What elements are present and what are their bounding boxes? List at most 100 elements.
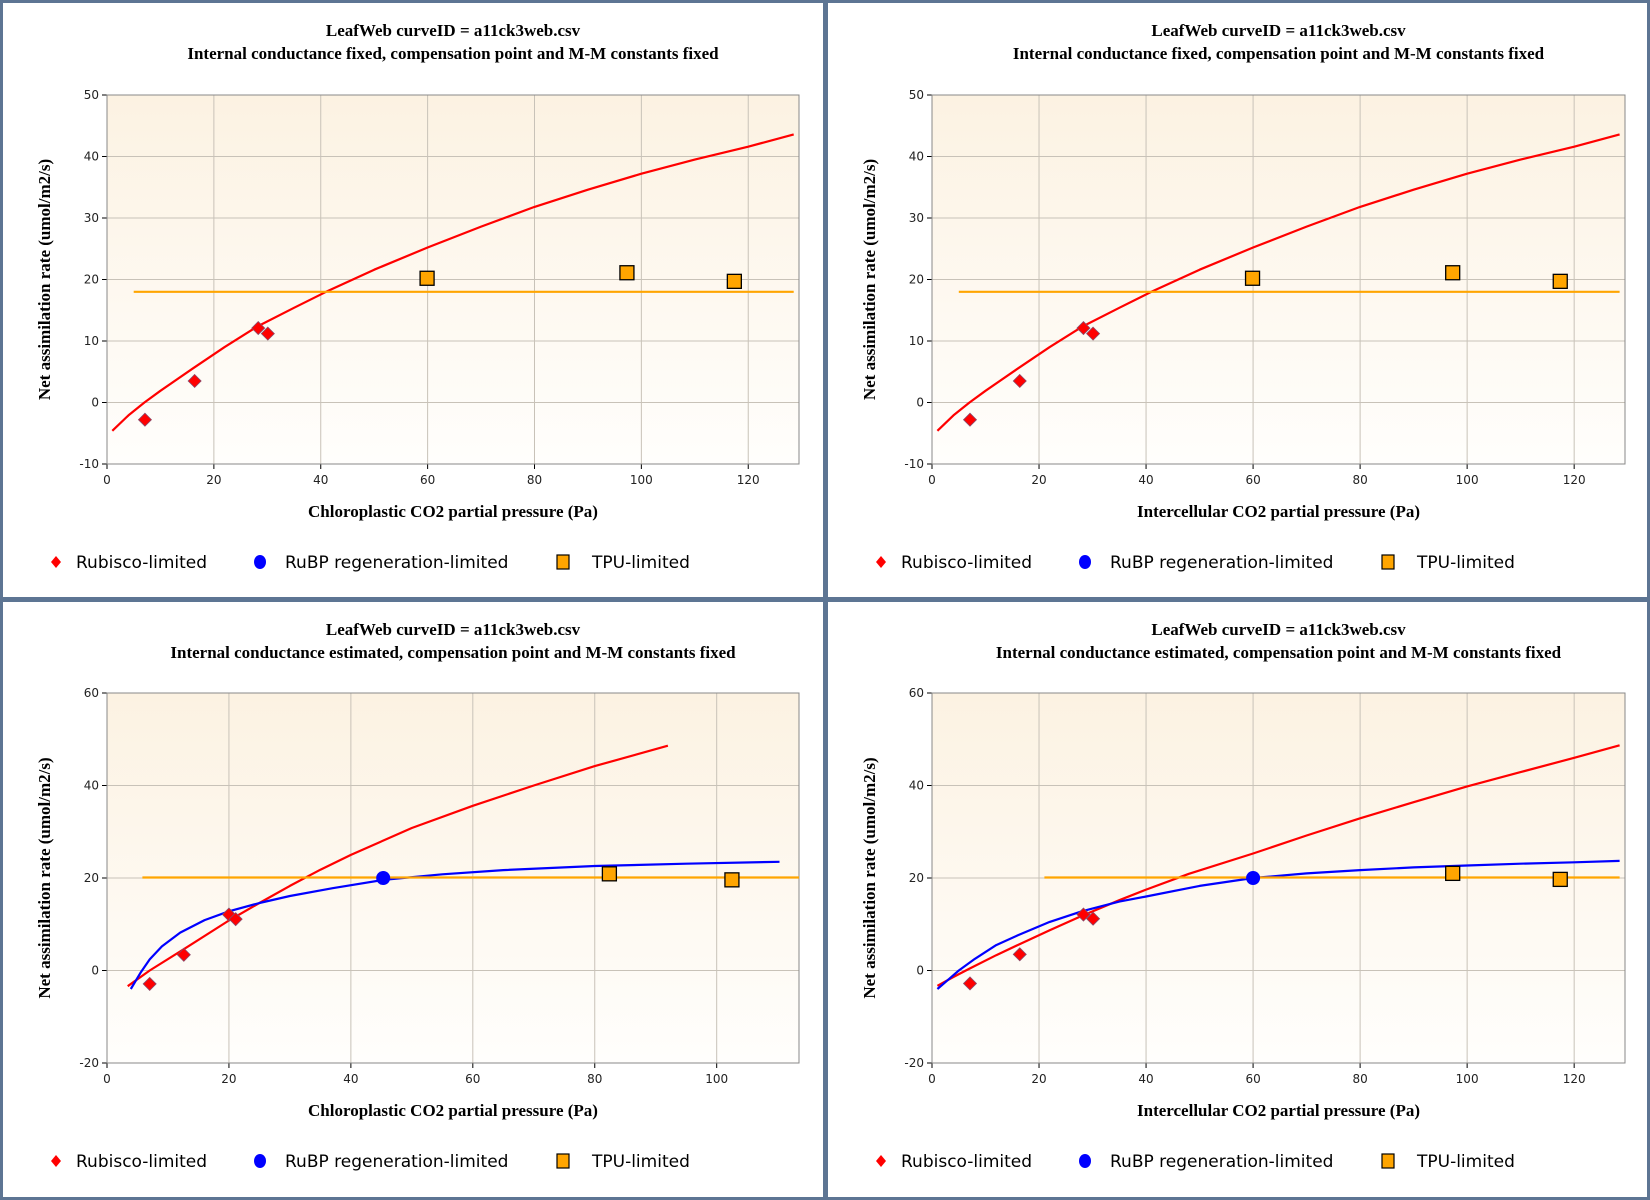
x-tick-label: 120 [1563, 473, 1586, 487]
y-tick-label: 0 [916, 964, 924, 978]
rubisco-point [1076, 321, 1091, 336]
rubisco-limited-fit-line [936, 133, 1620, 432]
rubp-regeneration-limited-fit-line [129, 860, 780, 990]
legend-item-rubp-regeneration-limited: RuBP regeneration-limited [1079, 1152, 1333, 1172]
chart-panel-bottom-left: LeafWeb curveID = a11ck3web.csv Internal … [3, 602, 823, 1197]
x-tick-label: 20 [1031, 473, 1046, 487]
y-tick-label: 20 [84, 871, 99, 885]
tpu-point [1552, 871, 1568, 888]
tpu-point [726, 273, 742, 289]
x-tick-label: 60 [1245, 1072, 1260, 1086]
legend-item-rubisco-limited: Rubisco-limited [51, 1152, 207, 1172]
y-tick-label: 40 [84, 150, 99, 164]
y-tick-label: -20 [904, 1056, 924, 1070]
diamond-icon [51, 556, 61, 568]
legend-item-rubisco-limited: Rubisco-limited [876, 1152, 1032, 1172]
rubisco-point [962, 976, 978, 991]
rubisco-point [137, 412, 153, 427]
plot-border [106, 94, 800, 465]
legend-label: TPU-limited [591, 553, 690, 573]
circle-icon [254, 1154, 266, 1168]
legend-label: RuBP regeneration-limited [1110, 553, 1333, 573]
circle-icon [254, 555, 266, 569]
legend-item-rubp-regeneration-limited: RuBP regeneration-limited [254, 1152, 508, 1172]
rubisco-point [1012, 373, 1027, 389]
rubisco-point [1076, 907, 1091, 922]
chart-title: LeafWeb curveID = a11ck3web.csv [1151, 620, 1406, 639]
legend-label: TPU-limited [1416, 553, 1515, 573]
x-tick-label: 80 [587, 1072, 602, 1086]
chart-svg: LeafWeb curveID = a11ck3web.csv Internal … [860, 620, 1626, 1172]
legend-item-rubp-regeneration-limited: RuBP regeneration-limited [254, 553, 508, 573]
diamond-icon [876, 1155, 886, 1167]
x-tick-label: 60 [1245, 473, 1260, 487]
x-tick-label: 80 [1352, 473, 1367, 487]
legend: Rubisco-limited RuBP regeneration-limited… [876, 553, 1515, 573]
chart-title: LeafWeb curveID = a11ck3web.csv [326, 620, 581, 639]
square-icon [556, 554, 570, 570]
diamond-icon [51, 1155, 61, 1167]
y-axis-title: Net assimilation rate (umol/m2/s) [860, 757, 879, 998]
tpu-point [601, 866, 618, 882]
legend-item-tpu-limited: TPU-limited [556, 1152, 690, 1172]
x-axis-title: Intercellular CO2 partial pressure (Pa) [1137, 502, 1420, 521]
legend-label: Rubisco-limited [76, 1152, 207, 1172]
circle-icon [1079, 1154, 1091, 1168]
y-tick-label: 20 [909, 871, 924, 885]
x-tick-label: 100 [1456, 473, 1479, 487]
rubisco-point [260, 326, 275, 341]
y-axis-title: Net assimilation rate (umol/m2/s) [35, 159, 54, 400]
rubisco-point [1012, 947, 1027, 962]
rubisco-point [176, 947, 191, 962]
y-tick-label: -10 [904, 457, 924, 471]
legend: Rubisco-limited RuBP regeneration-limited… [51, 553, 690, 573]
legend-item-tpu-limited: TPU-limited [1381, 1152, 1515, 1172]
x-tick-label: 0 [928, 473, 936, 487]
y-tick-label: 0 [91, 964, 99, 978]
rubisco-point [1086, 911, 1101, 926]
chart-panel-top-left: LeafWeb curveID = a11ck3web.csv Internal … [3, 3, 823, 597]
chart-svg: LeafWeb curveID = a11ck3web.csv Internal … [35, 620, 800, 1172]
x-tick-label: 20 [1031, 1072, 1046, 1086]
legend-label: Rubisco-limited [76, 553, 207, 573]
legend-item-rubisco-limited: Rubisco-limited [876, 553, 1032, 573]
chart-subtitle: Internal conductance estimated, compensa… [996, 643, 1562, 662]
x-tick-label: 80 [1352, 1072, 1367, 1086]
rubp-point [1246, 871, 1261, 885]
rubisco-point [962, 412, 978, 427]
y-tick-label: 10 [909, 334, 924, 348]
y-tick-label: 50 [909, 88, 924, 102]
x-tick-label: 60 [420, 473, 435, 487]
legend-label: RuBP regeneration-limited [285, 553, 508, 573]
legend-label: TPU-limited [1416, 1152, 1515, 1172]
legend-label: Rubisco-limited [901, 553, 1032, 573]
x-tick-label: 60 [465, 1072, 480, 1086]
rubisco-point [142, 976, 157, 991]
rubp-point [376, 871, 391, 885]
y-tick-label: 30 [909, 211, 924, 225]
tpu-point [1552, 273, 1568, 289]
legend-item-rubisco-limited: Rubisco-limited [51, 553, 207, 573]
x-tick-label: 0 [103, 1072, 111, 1086]
legend-label: RuBP regeneration-limited [285, 1152, 508, 1172]
x-tick-label: 100 [1456, 1072, 1479, 1086]
plot-border [931, 692, 1626, 1064]
tpu-point [724, 872, 740, 888]
series-group [127, 744, 799, 991]
x-tick-label: 40 [313, 473, 328, 487]
x-tick-label: 20 [206, 473, 221, 487]
y-tick-label: 10 [84, 334, 99, 348]
y-tick-label: -10 [79, 457, 99, 471]
square-icon [556, 1153, 570, 1169]
tpu-point [1445, 865, 1461, 882]
y-tick-label: 50 [84, 88, 99, 102]
tpu-point [419, 270, 435, 286]
legend: Rubisco-limited RuBP regeneration-limited… [876, 1152, 1515, 1172]
rubisco-point [251, 321, 266, 336]
x-tick-label: 20 [221, 1072, 236, 1086]
circle-icon [1079, 555, 1091, 569]
rubisco-limited-fit-line [111, 133, 794, 432]
chart-panel-bottom-right: LeafWeb curveID = a11ck3web.csv Internal … [828, 602, 1647, 1197]
series-group [936, 133, 1620, 432]
y-tick-label: 0 [91, 396, 99, 410]
